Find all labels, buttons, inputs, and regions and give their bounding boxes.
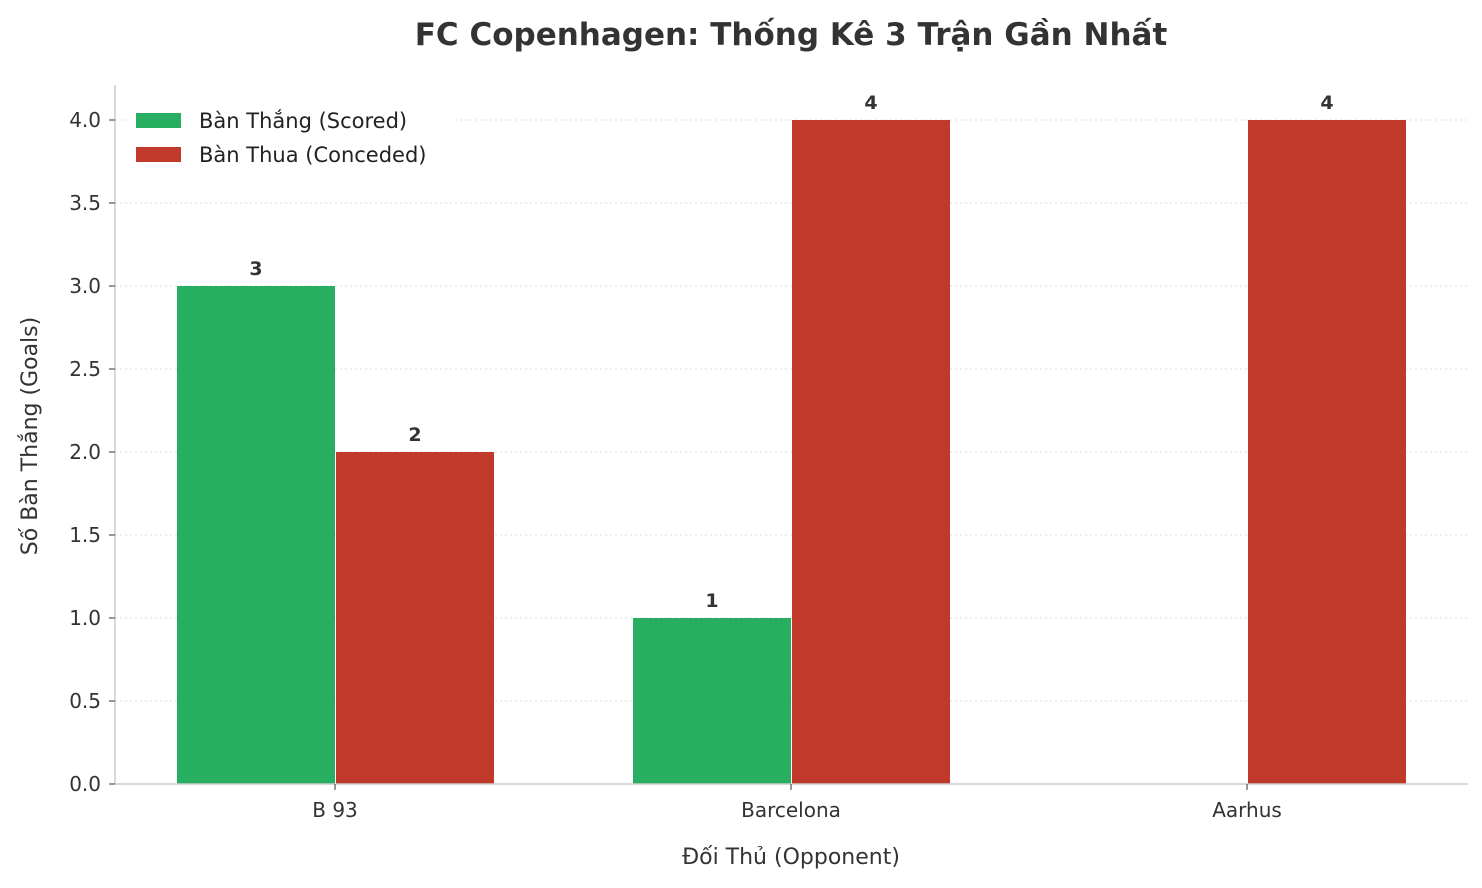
y-tick-label: 1.5: [69, 523, 101, 547]
y-tick-label: 2.0: [69, 440, 101, 464]
bar-conceded: [792, 120, 950, 784]
legend-label-conceded: Bàn Thua (Conceded): [199, 143, 427, 167]
bar-value-label: 2: [408, 424, 421, 446]
bar-value-label: 1: [705, 590, 718, 612]
y-tick-label: 0.0: [69, 772, 101, 796]
y-ticks: 0.0 0.5 1.0 1.5 2.0 2.5 3.0 3.5 4.0: [69, 108, 115, 796]
x-tick-label: Aarhus: [1212, 798, 1282, 822]
y-tick-label: 0.5: [69, 689, 101, 713]
data-labels: 3 1 2 4 4: [249, 92, 1333, 612]
legend-swatch-scored: [136, 113, 181, 128]
y-tick-label: 3.0: [69, 274, 101, 298]
legend: Bàn Thắng (Scored) Bàn Thua (Conceded): [126, 100, 456, 176]
legend-swatch-conceded: [136, 147, 181, 162]
bar-conceded: [336, 452, 494, 784]
y-tick-label: 3.5: [69, 191, 101, 215]
y-axis-label: Số Bàn Thắng (Goals): [18, 317, 43, 555]
bar-scored: [177, 286, 335, 784]
x-axis-label: Đối Thủ (Opponent): [682, 845, 900, 870]
bar-conceded: [1248, 120, 1406, 784]
y-tick-label: 2.5: [69, 357, 101, 381]
x-tick-label: Barcelona: [741, 798, 841, 822]
bar-value-label: 3: [249, 258, 262, 280]
bars: [177, 120, 1406, 784]
x-ticks: B 93 Barcelona Aarhus: [312, 784, 1282, 822]
y-tick-label: 1.0: [69, 606, 101, 630]
legend-label-scored: Bàn Thắng (Scored): [199, 109, 407, 133]
legend-background: [126, 100, 456, 176]
bar-value-label: 4: [864, 92, 877, 114]
chart-title: FC Copenhagen: Thống Kê 3 Trận Gần Nhất: [415, 17, 1168, 53]
bar-value-label: 4: [1320, 92, 1333, 114]
x-tick-label: B 93: [312, 798, 358, 822]
bar-scored: [633, 618, 791, 784]
y-tick-label: 4.0: [69, 108, 101, 132]
